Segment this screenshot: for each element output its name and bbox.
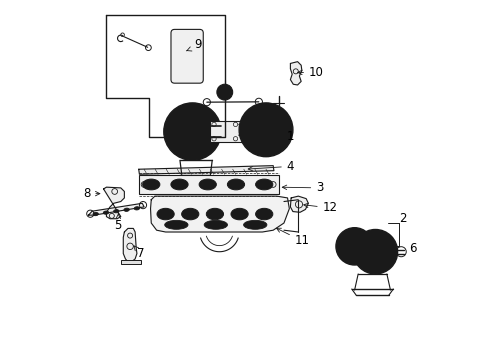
Ellipse shape: [170, 179, 188, 190]
Polygon shape: [150, 196, 289, 232]
Ellipse shape: [164, 220, 187, 229]
Circle shape: [335, 228, 372, 265]
Ellipse shape: [227, 179, 244, 190]
Ellipse shape: [179, 37, 195, 62]
Text: 12: 12: [303, 202, 337, 215]
Polygon shape: [139, 166, 273, 174]
Polygon shape: [123, 228, 137, 262]
Polygon shape: [290, 62, 301, 85]
Bar: [182, 72, 192, 80]
Text: 5: 5: [114, 214, 122, 233]
Ellipse shape: [181, 208, 199, 220]
Text: 3: 3: [282, 181, 323, 194]
Circle shape: [217, 84, 232, 100]
Ellipse shape: [199, 179, 216, 190]
Circle shape: [239, 103, 292, 157]
Ellipse shape: [93, 212, 98, 216]
Ellipse shape: [230, 208, 248, 220]
Circle shape: [352, 229, 397, 274]
Polygon shape: [103, 187, 124, 219]
Circle shape: [185, 125, 199, 139]
Text: 6: 6: [408, 242, 416, 255]
Ellipse shape: [255, 179, 272, 190]
Ellipse shape: [103, 211, 108, 214]
Circle shape: [366, 243, 384, 261]
Bar: [210, 121, 242, 142]
Bar: [121, 260, 140, 264]
Text: 8: 8: [83, 187, 100, 200]
Text: 7: 7: [134, 246, 144, 260]
Text: 9: 9: [194, 38, 202, 51]
Text: 10: 10: [297, 66, 323, 79]
Text: 4: 4: [248, 160, 294, 173]
Text: 11: 11: [276, 228, 309, 247]
Ellipse shape: [206, 208, 223, 220]
Circle shape: [258, 122, 273, 138]
Ellipse shape: [157, 208, 174, 220]
Polygon shape: [88, 203, 144, 215]
Text: 1: 1: [275, 130, 294, 144]
Ellipse shape: [123, 208, 129, 211]
Ellipse shape: [243, 220, 266, 229]
Bar: [139, 175, 278, 194]
Ellipse shape: [142, 179, 160, 190]
FancyBboxPatch shape: [171, 30, 203, 83]
Ellipse shape: [113, 210, 119, 213]
Text: 2: 2: [398, 212, 406, 225]
Circle shape: [163, 103, 221, 160]
Ellipse shape: [134, 207, 139, 210]
Polygon shape: [290, 196, 308, 212]
Ellipse shape: [203, 220, 227, 229]
Circle shape: [346, 239, 361, 253]
Ellipse shape: [255, 208, 272, 220]
